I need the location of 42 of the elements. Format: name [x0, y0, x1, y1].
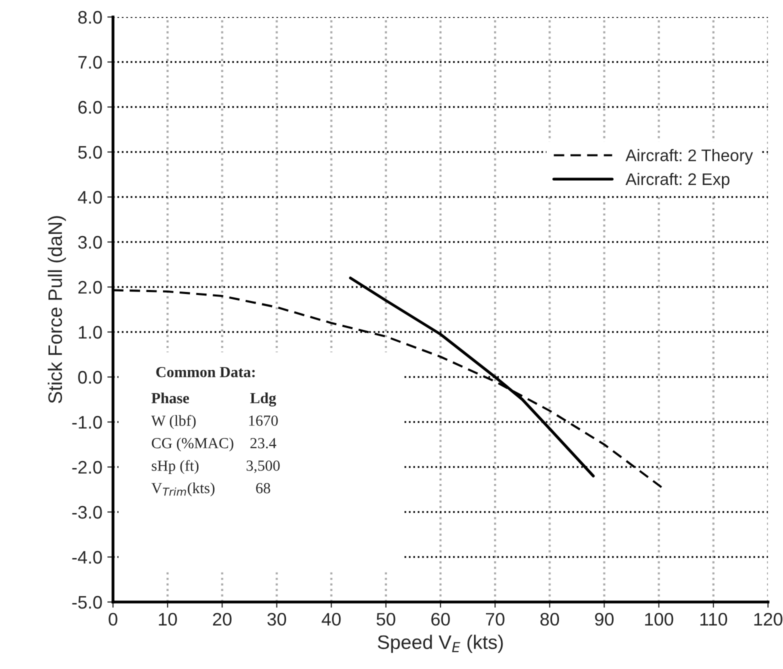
- y-tick-label: 1.0: [78, 326, 102, 339]
- x-axis-title: Speed V$_{E}$ (kts): [378, 634, 503, 653]
- y-tick-label: 7.0: [78, 56, 102, 69]
- x-tick-label: 120: [754, 612, 782, 626]
- annotation: V$_{Trim}$(kts): [151, 482, 214, 496]
- annotation: Phase: [151, 392, 190, 404]
- y-tick-label: 0.0: [78, 370, 102, 384]
- annotation: 1670: [249, 416, 278, 426]
- annotation: CG (%MAC): [152, 438, 234, 452]
- x-tick-label: 80: [540, 612, 560, 626]
- annotation: sHp (ft): [152, 460, 198, 474]
- x-tick-label: 30: [267, 612, 286, 626]
- y-tick-label: -1.0: [72, 416, 102, 429]
- y-tick-label: 8.0: [78, 10, 102, 24]
- legend-label: Aircraft: 2 Theory: [626, 149, 753, 165]
- legend-label: Aircraft: 2 Exp: [626, 172, 730, 188]
- x-tick-label: 60: [431, 612, 450, 626]
- y-tick-label: -5.0: [72, 596, 102, 609]
- annotation: 3,500: [246, 460, 280, 474]
- x-tick-label: 70: [486, 612, 504, 626]
- annotation: Common Data:: [156, 366, 255, 378]
- annotation: W (lbf): [151, 414, 196, 430]
- annotation: 23.4: [250, 438, 276, 448]
- y-tick-label: 5.0: [78, 146, 102, 159]
- x-tick-label: 100: [645, 612, 674, 626]
- y-tick-label: -3.0: [72, 506, 102, 519]
- y-tick-label: 3.0: [78, 236, 102, 249]
- x-tick-label: 90: [595, 612, 614, 626]
- y-axis-title: Stick Force Pull (daN): [48, 216, 66, 404]
- y-tick-label: 2.0: [78, 280, 102, 294]
- annotation: Ldg: [250, 392, 276, 406]
- x-tick-label: 10: [158, 612, 177, 626]
- y-tick-label: -4.0: [72, 550, 102, 564]
- y-tick-label: 6.0: [78, 100, 102, 114]
- x-tick-label: 40: [322, 612, 341, 626]
- x-tick-label: 20: [213, 612, 232, 626]
- y-tick-label: -2.0: [72, 460, 102, 474]
- x-tick-label: 110: [700, 612, 728, 626]
- y-tick-label: 4.0: [78, 190, 102, 204]
- annotation: 68: [256, 483, 270, 494]
- x-tick-label: 0: [108, 612, 118, 626]
- x-tick-label: 50: [376, 612, 396, 626]
